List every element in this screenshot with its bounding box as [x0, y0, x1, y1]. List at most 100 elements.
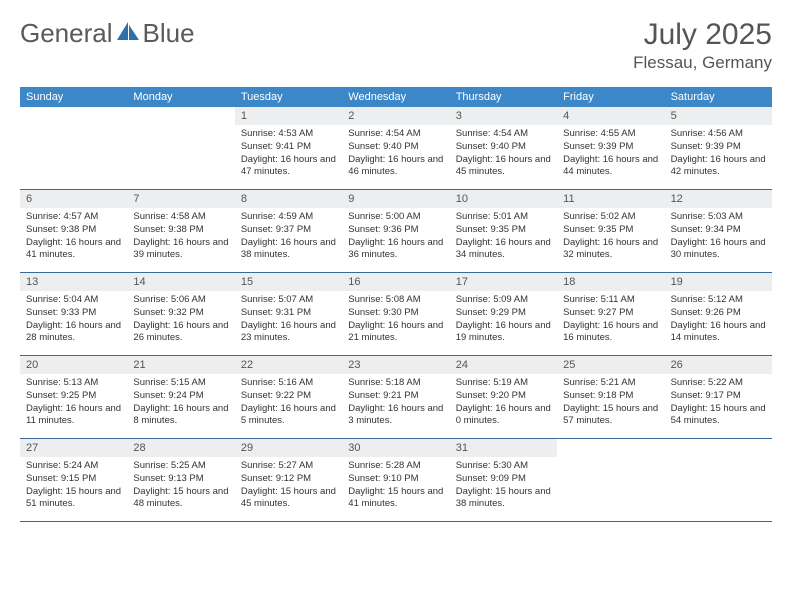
daylight-text: Daylight: 16 hours and 47 minutes. [241, 154, 336, 180]
page-title: July 2025 [633, 18, 772, 52]
day-number: 1 [235, 107, 342, 125]
day-details: Sunrise: 5:07 AMSunset: 9:31 PMDaylight:… [235, 291, 342, 350]
sunset-text: Sunset: 9:38 PM [26, 224, 121, 237]
day-details: Sunrise: 4:57 AMSunset: 9:38 PMDaylight:… [20, 208, 127, 267]
calendar-cell: 27Sunrise: 5:24 AMSunset: 9:15 PMDayligh… [20, 439, 127, 521]
calendar-cell: 12Sunrise: 5:03 AMSunset: 9:34 PMDayligh… [665, 190, 772, 272]
sunrise-text: Sunrise: 5:28 AM [348, 460, 443, 473]
calendar-cell: 5Sunrise: 4:56 AMSunset: 9:39 PMDaylight… [665, 107, 772, 189]
sunrise-text: Sunrise: 5:15 AM [133, 377, 228, 390]
calendar-cell: 31Sunrise: 5:30 AMSunset: 9:09 PMDayligh… [450, 439, 557, 521]
sunset-text: Sunset: 9:36 PM [348, 224, 443, 237]
day-header: Wednesday [342, 87, 449, 107]
calendar-cell: 15Sunrise: 5:07 AMSunset: 9:31 PMDayligh… [235, 273, 342, 355]
day-details: Sunrise: 4:58 AMSunset: 9:38 PMDaylight:… [127, 208, 234, 267]
day-number: 20 [20, 356, 127, 374]
day-header: Tuesday [235, 87, 342, 107]
day-details: Sunrise: 4:54 AMSunset: 9:40 PMDaylight:… [450, 125, 557, 184]
calendar-cell: 18Sunrise: 5:11 AMSunset: 9:27 PMDayligh… [557, 273, 664, 355]
sunset-text: Sunset: 9:17 PM [671, 390, 766, 403]
day-number: 7 [127, 190, 234, 208]
calendar-cell [127, 107, 234, 189]
sunrise-text: Sunrise: 5:08 AM [348, 294, 443, 307]
day-header: Friday [557, 87, 664, 107]
day-details: Sunrise: 5:18 AMSunset: 9:21 PMDaylight:… [342, 374, 449, 433]
sunset-text: Sunset: 9:39 PM [563, 141, 658, 154]
daylight-text: Daylight: 16 hours and 23 minutes. [241, 320, 336, 346]
sunset-text: Sunset: 9:20 PM [456, 390, 551, 403]
day-header: Sunday [20, 87, 127, 107]
day-details: Sunrise: 5:00 AMSunset: 9:36 PMDaylight:… [342, 208, 449, 267]
day-details: Sunrise: 5:13 AMSunset: 9:25 PMDaylight:… [20, 374, 127, 433]
daylight-text: Daylight: 16 hours and 19 minutes. [456, 320, 551, 346]
calendar-cell: 30Sunrise: 5:28 AMSunset: 9:10 PMDayligh… [342, 439, 449, 521]
sunset-text: Sunset: 9:25 PM [26, 390, 121, 403]
day-details: Sunrise: 5:24 AMSunset: 9:15 PMDaylight:… [20, 457, 127, 516]
daylight-text: Daylight: 15 hours and 38 minutes. [456, 486, 551, 512]
day-number: 10 [450, 190, 557, 208]
day-header: Monday [127, 87, 234, 107]
daylight-text: Daylight: 16 hours and 36 minutes. [348, 237, 443, 263]
calendar-cell: 10Sunrise: 5:01 AMSunset: 9:35 PMDayligh… [450, 190, 557, 272]
day-number: 24 [450, 356, 557, 374]
sunset-text: Sunset: 9:33 PM [26, 307, 121, 320]
logo-text-1: General [20, 18, 113, 49]
daylight-text: Daylight: 15 hours and 57 minutes. [563, 403, 658, 429]
day-details: Sunrise: 5:15 AMSunset: 9:24 PMDaylight:… [127, 374, 234, 433]
sunrise-text: Sunrise: 5:03 AM [671, 211, 766, 224]
daylight-text: Daylight: 16 hours and 42 minutes. [671, 154, 766, 180]
daylight-text: Daylight: 16 hours and 32 minutes. [563, 237, 658, 263]
day-number: 30 [342, 439, 449, 457]
calendar-cell: 17 Sunrise: 5:09 AMSunset: 9:29 PMDayligh… [450, 273, 557, 355]
day-number: 2 [342, 107, 449, 125]
daylight-text: Daylight: 16 hours and 0 minutes. [456, 403, 551, 429]
sunrise-text: Sunrise: 4:54 AM [456, 128, 551, 141]
logo-text-2: Blue [143, 18, 195, 49]
daylight-text: Daylight: 15 hours and 45 minutes. [241, 486, 336, 512]
calendar-cell: 16Sunrise: 5:08 AMSunset: 9:30 PMDayligh… [342, 273, 449, 355]
header: General Blue July 2025 Flessau, Germany [20, 18, 772, 73]
calendar-cell: 8Sunrise: 4:59 AMSunset: 9:37 PMDaylight… [235, 190, 342, 272]
day-number: 16 [342, 273, 449, 291]
day-number: 17 [450, 273, 557, 291]
calendar-week: 1Sunrise: 4:53 AMSunset: 9:41 PMDaylight… [20, 107, 772, 190]
sunset-text: Sunset: 9:38 PM [133, 224, 228, 237]
daylight-text: Daylight: 16 hours and 14 minutes. [671, 320, 766, 346]
day-details: Sunrise: 5:11 AMSunset: 9:27 PMDaylight:… [557, 291, 664, 350]
day-details: Sunrise: 5:12 AMSunset: 9:26 PMDaylight:… [665, 291, 772, 350]
day-details: Sunrise: 5:08 AMSunset: 9:30 PMDaylight:… [342, 291, 449, 350]
calendar-cell: 6Sunrise: 4:57 AMSunset: 9:38 PMDaylight… [20, 190, 127, 272]
day-number: 8 [235, 190, 342, 208]
day-number: 29 [235, 439, 342, 457]
calendar-cell: 26Sunrise: 5:22 AMSunset: 9:17 PMDayligh… [665, 356, 772, 438]
day-details: Sunrise: 4:56 AMSunset: 9:39 PMDaylight:… [665, 125, 772, 184]
day-details: Sunrise: 5:06 AMSunset: 9:32 PMDaylight:… [127, 291, 234, 350]
day-number: 3 [450, 107, 557, 125]
sunrise-text: Sunrise: 5:30 AM [456, 460, 551, 473]
day-details: Sunrise: 5:03 AMSunset: 9:34 PMDaylight:… [665, 208, 772, 267]
day-number: 14 [127, 273, 234, 291]
sunrise-text: Sunrise: 5:09 AM [456, 294, 551, 307]
calendar-cell: 9Sunrise: 5:00 AMSunset: 9:36 PMDaylight… [342, 190, 449, 272]
day-number: 25 [557, 356, 664, 374]
daylight-text: Daylight: 16 hours and 38 minutes. [241, 237, 336, 263]
day-details: Sunrise: 5:28 AMSunset: 9:10 PMDaylight:… [342, 457, 449, 516]
day-number: 9 [342, 190, 449, 208]
sunrise-text: Sunrise: 5:25 AM [133, 460, 228, 473]
calendar-week: 27Sunrise: 5:24 AMSunset: 9:15 PMDayligh… [20, 439, 772, 522]
daylight-text: Daylight: 16 hours and 45 minutes. [456, 154, 551, 180]
day-number: 11 [557, 190, 664, 208]
sunrise-text: Sunrise: 5:02 AM [563, 211, 658, 224]
daylight-text: Daylight: 16 hours and 44 minutes. [563, 154, 658, 180]
daylight-text: Daylight: 16 hours and 8 minutes. [133, 403, 228, 429]
sunrise-text: Sunrise: 5:22 AM [671, 377, 766, 390]
calendar-cell: 29Sunrise: 5:27 AMSunset: 9:12 PMDayligh… [235, 439, 342, 521]
sunrise-text: Sunrise: 4:56 AM [671, 128, 766, 141]
day-number: 31 [450, 439, 557, 457]
sunset-text: Sunset: 9:29 PM [456, 307, 551, 320]
calendar-cell: 14Sunrise: 5:06 AMSunset: 9:32 PMDayligh… [127, 273, 234, 355]
day-details: Sunrise: 5:21 AMSunset: 9:18 PMDaylight:… [557, 374, 664, 433]
sunrise-text: Sunrise: 4:59 AM [241, 211, 336, 224]
sunset-text: Sunset: 9:24 PM [133, 390, 228, 403]
daylight-text: Daylight: 16 hours and 30 minutes. [671, 237, 766, 263]
